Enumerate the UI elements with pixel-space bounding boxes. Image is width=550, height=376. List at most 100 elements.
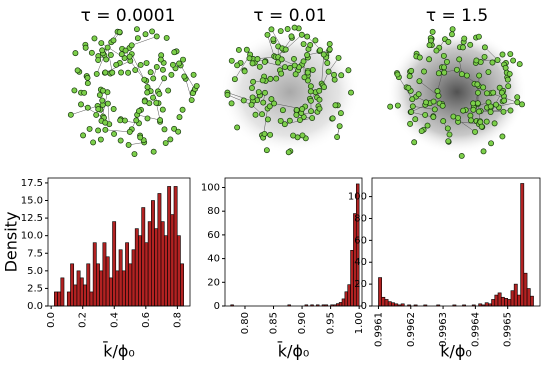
edge xyxy=(419,80,439,97)
y-tick-label: 10.0 xyxy=(21,231,43,242)
x-tick-label: 0.9965 xyxy=(503,312,514,347)
node xyxy=(474,81,481,88)
node xyxy=(254,56,261,62)
node xyxy=(262,89,268,96)
x-tick-label: 0.2 xyxy=(78,312,89,328)
bar xyxy=(163,235,168,307)
node xyxy=(249,85,255,91)
node xyxy=(261,130,268,137)
bar xyxy=(170,214,175,307)
node xyxy=(141,98,148,105)
node xyxy=(460,107,467,114)
node xyxy=(179,106,186,113)
node xyxy=(246,55,253,62)
node xyxy=(304,69,311,76)
plot-frame xyxy=(224,177,363,307)
bar xyxy=(384,299,389,307)
node xyxy=(163,34,170,41)
node xyxy=(104,44,111,51)
node xyxy=(309,115,316,121)
edge xyxy=(227,94,252,105)
x-tick-label: 0.8 xyxy=(172,312,183,328)
bar xyxy=(60,277,65,307)
node xyxy=(161,75,168,82)
x-tick-label: 0.80 xyxy=(240,312,251,334)
node xyxy=(489,59,496,66)
node xyxy=(514,94,521,101)
node xyxy=(478,123,485,130)
node xyxy=(188,97,195,104)
node xyxy=(176,114,183,121)
edge xyxy=(264,61,286,68)
node xyxy=(159,66,166,73)
node xyxy=(90,139,97,146)
node xyxy=(304,33,311,40)
network-images xyxy=(67,24,527,159)
node xyxy=(282,64,288,70)
node xyxy=(135,108,142,115)
node xyxy=(147,69,154,76)
node xyxy=(159,106,166,113)
node xyxy=(72,50,79,57)
node xyxy=(288,33,295,40)
edge xyxy=(107,47,113,73)
node xyxy=(487,109,494,115)
node xyxy=(326,41,333,47)
node xyxy=(259,111,266,118)
node xyxy=(440,118,447,125)
node xyxy=(117,137,124,144)
node xyxy=(180,56,186,63)
y-tick-label: 17.5 xyxy=(21,178,43,189)
y-tick-label: 0 xyxy=(214,301,220,312)
node xyxy=(169,61,176,68)
node xyxy=(111,130,117,137)
node xyxy=(467,112,474,119)
y-tick-label: 20 xyxy=(354,279,367,290)
node xyxy=(406,73,413,80)
node xyxy=(505,83,512,90)
edge xyxy=(227,92,253,102)
node xyxy=(475,89,481,96)
node xyxy=(445,138,452,145)
node xyxy=(231,76,238,83)
bar xyxy=(526,288,531,307)
node xyxy=(93,111,100,118)
node xyxy=(261,58,268,65)
node xyxy=(82,44,89,51)
node xyxy=(84,74,91,81)
node xyxy=(326,46,333,53)
y-tick-label: 100 xyxy=(201,182,220,193)
bar xyxy=(144,242,149,307)
node xyxy=(443,58,450,65)
node xyxy=(81,89,88,96)
node xyxy=(335,54,342,61)
node xyxy=(429,28,436,35)
node xyxy=(102,126,109,133)
node xyxy=(500,108,507,115)
node xyxy=(307,88,314,95)
bar xyxy=(89,291,94,307)
y-tick-label: 2.5 xyxy=(27,283,43,294)
node xyxy=(476,108,482,115)
bar xyxy=(99,270,104,307)
bar xyxy=(344,291,349,307)
node xyxy=(224,91,231,98)
node xyxy=(345,67,352,74)
node xyxy=(100,87,106,94)
node xyxy=(435,70,442,77)
y-tick-label: 100 xyxy=(348,192,367,203)
x-tick-label: 0.9962 xyxy=(406,312,417,347)
node xyxy=(445,38,452,45)
node xyxy=(316,87,323,94)
bar xyxy=(157,193,162,307)
node xyxy=(98,40,105,46)
node xyxy=(336,123,343,130)
node xyxy=(128,42,135,49)
bar xyxy=(491,299,496,307)
node xyxy=(387,103,394,110)
node xyxy=(461,35,468,42)
node xyxy=(250,78,257,85)
node xyxy=(74,67,81,74)
y-tick-label: 12.5 xyxy=(21,213,43,224)
node xyxy=(137,62,144,68)
